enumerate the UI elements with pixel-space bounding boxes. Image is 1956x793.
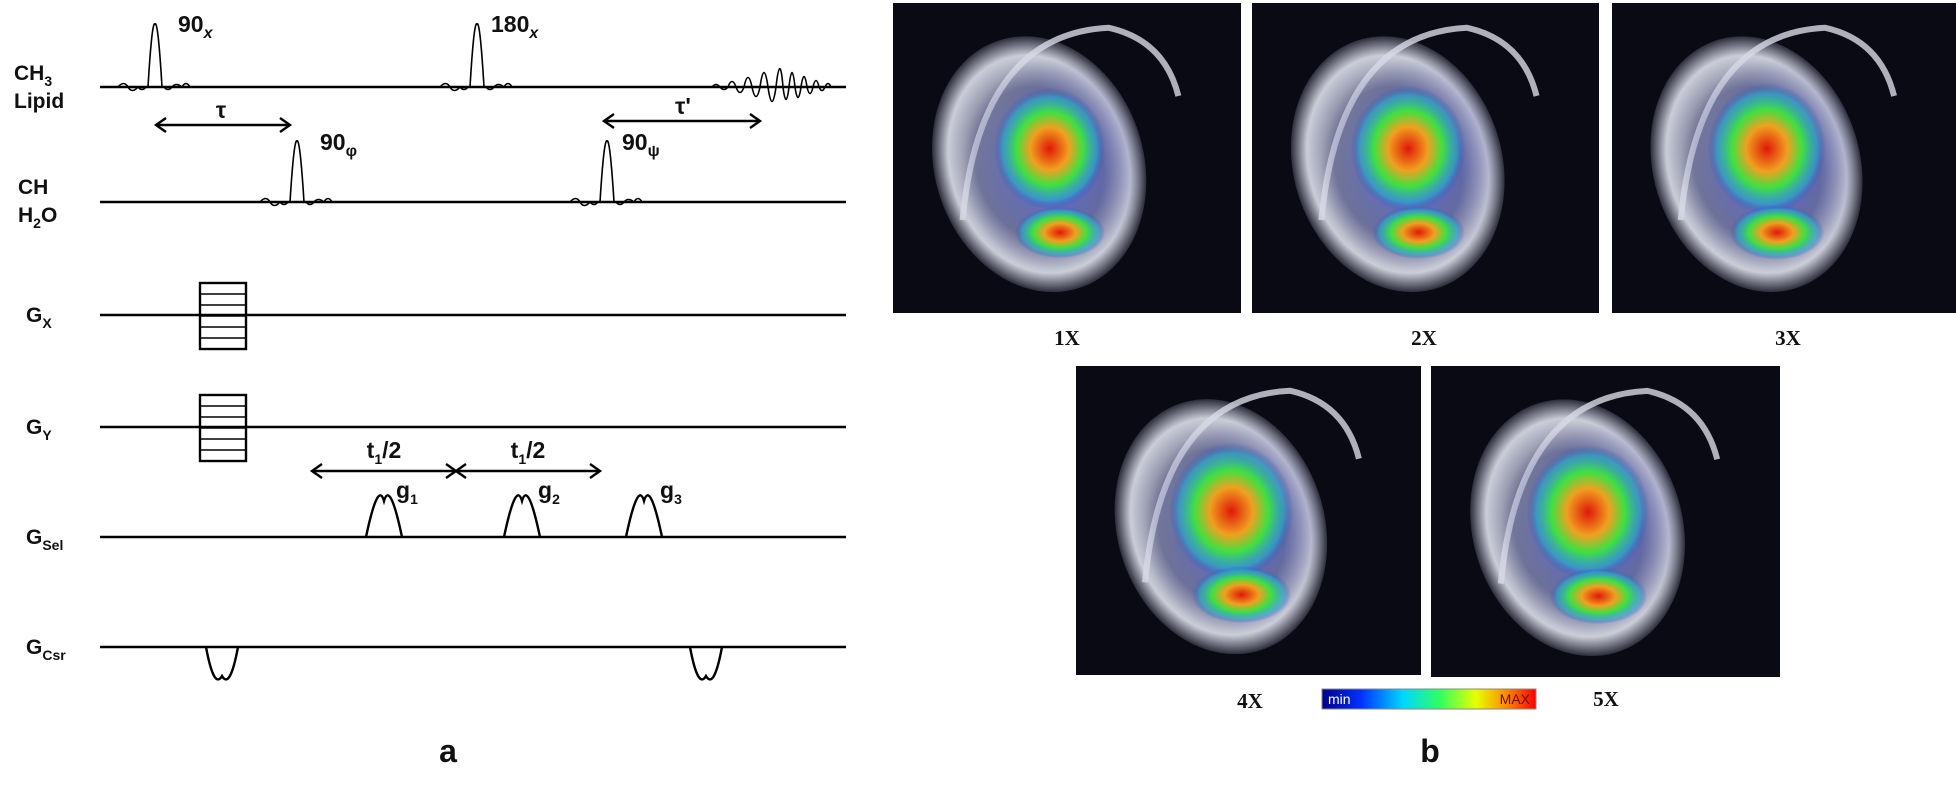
t1-half-arrow-1: t1/2	[309, 437, 459, 479]
panel-label-b: b	[1420, 733, 1440, 769]
svg-text:t1/2: t1/2	[367, 437, 402, 467]
panel-label-a: a	[439, 733, 457, 769]
caption-4x: 4X	[1237, 689, 1263, 713]
svg-text:τ: τ	[216, 97, 226, 123]
channel-label-gx: GX	[26, 304, 52, 331]
channel-label-gcsr: GCsr	[26, 636, 66, 663]
pulse-label-90x: 90x	[178, 11, 214, 42]
mri-image-3x	[1612, 3, 1956, 313]
phase-encode-gy	[198, 393, 248, 463]
pulse-label-90psi: 90ψ	[622, 129, 660, 160]
caption-1x: 1X	[1054, 326, 1080, 350]
gradient-lobe-g1	[364, 494, 404, 538]
crusher-lobe-1	[204, 646, 240, 681]
acquisition-signal	[711, 67, 846, 103]
gradient-label-g2: g2	[538, 477, 560, 507]
channel-label-lipid: Lipid	[14, 90, 64, 113]
rf-pulse-90psi	[569, 140, 643, 207]
channel-label-h2o: H2O	[18, 204, 57, 231]
svg-text:τ': τ'	[675, 93, 691, 119]
channel-label-gy: GY	[26, 416, 52, 443]
pulse-sequence-diagram: CH3 Lipid CH H2O GX GY GSel GCsr 90x 180…	[14, 11, 846, 769]
caption-5x: 5X	[1593, 687, 1619, 711]
pulse-label-90phi: 90φ	[320, 129, 357, 160]
mri-image-2x	[1252, 3, 1599, 313]
phase-encode-gx	[198, 281, 248, 351]
gradient-lobe-g2	[502, 494, 542, 538]
svg-text:t1/2: t1/2	[511, 437, 546, 467]
rf-pulse-90x	[117, 23, 191, 92]
mri-image-5x	[1431, 366, 1780, 677]
tau-arrow: τ	[153, 97, 293, 133]
channel-label-ch: CH	[18, 176, 48, 199]
gradient-lobe-g3	[624, 494, 664, 538]
pulse-label-180x: 180x	[491, 11, 539, 42]
crusher-lobe-2	[688, 646, 724, 681]
gradient-label-g1: g1	[396, 477, 418, 507]
tau-prime-arrow: τ'	[601, 93, 763, 129]
colorbar-max-label: MAX	[1500, 691, 1531, 707]
gradient-label-g3: g3	[660, 477, 682, 507]
mri-image-1x	[893, 3, 1241, 313]
caption-2x: 2X	[1411, 326, 1437, 350]
colorbar-min-label: min	[1328, 691, 1351, 707]
t1-half-arrow-2: t1/2	[453, 437, 603, 479]
image-grid: 1X 2X 3X 4X 5X min MAX b	[893, 3, 1956, 769]
colorbar: min MAX	[1321, 688, 1537, 710]
caption-3x: 3X	[1775, 326, 1801, 350]
rf-pulse-180x	[439, 23, 513, 92]
channel-label-gsel: GSel	[26, 526, 63, 553]
mri-image-4x	[1076, 366, 1421, 675]
channel-label-ch3: CH3	[14, 62, 52, 89]
rf-pulse-90phi	[259, 140, 333, 207]
